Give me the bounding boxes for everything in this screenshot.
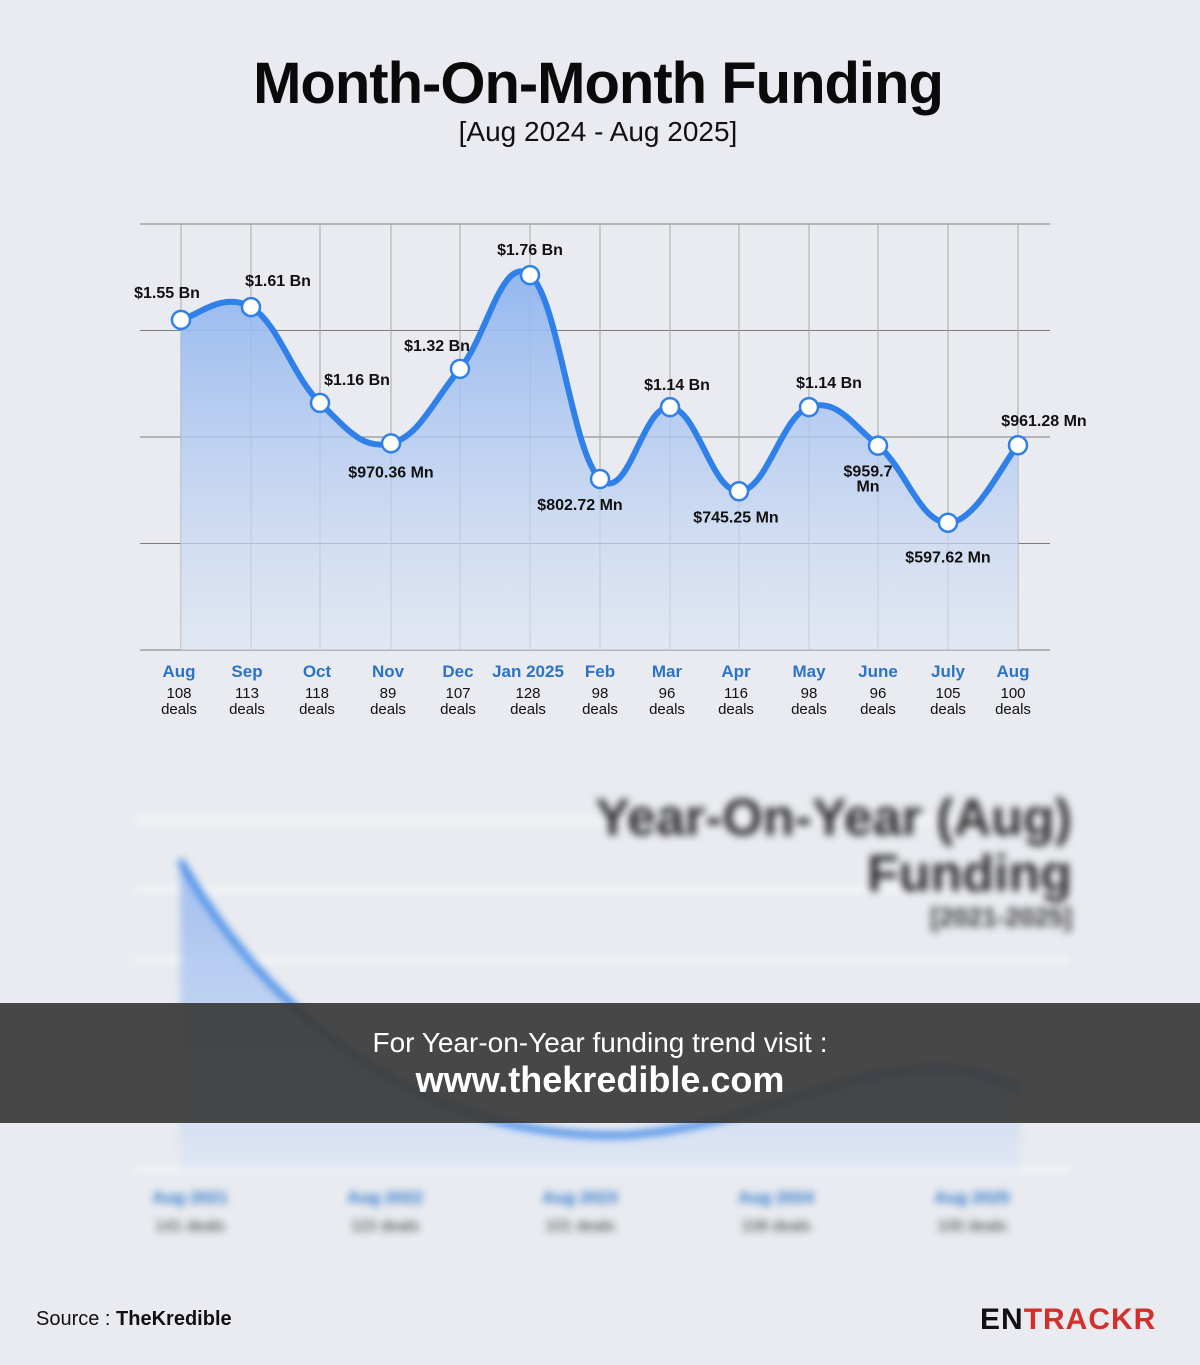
x-tick-label: Mar — [652, 662, 683, 681]
x-tick-label: Apr — [721, 662, 751, 681]
deal-unit-label: deals — [718, 701, 754, 718]
value-label: Mn — [856, 479, 879, 496]
x-tick-label: Jan 2025 — [492, 662, 564, 681]
yoy-deals: 141 deals — [155, 1218, 225, 1235]
data-point — [519, 264, 541, 286]
x-tick-label: May — [792, 662, 826, 681]
data-point — [449, 358, 471, 380]
deal-unit-label: deals — [582, 701, 618, 718]
value-label: $1.14 Bn — [644, 377, 710, 394]
deal-count-label: 116 — [724, 685, 748, 702]
x-tick-label: July — [931, 662, 966, 681]
value-label: $745.25 Mn — [693, 509, 778, 526]
value-label: $1.76 Bn — [497, 242, 563, 259]
yoy-x-label: Aug 2024 — [738, 1188, 814, 1207]
yoy-x-label: Aug 2022 — [347, 1188, 423, 1207]
deal-count-label: 107 — [445, 685, 470, 702]
yoy-deals: 101 deals — [545, 1218, 615, 1235]
series-area — [181, 271, 1018, 650]
value-label: $597.62 Mn — [905, 550, 990, 567]
source-label: Source : — [36, 1308, 117, 1330]
data-point — [380, 433, 402, 454]
value-label: $802.72 Mn — [537, 497, 622, 514]
deal-count-label: 96 — [659, 685, 676, 702]
deal-unit-label: deals — [791, 701, 827, 718]
data-point — [728, 481, 750, 502]
deal-count-label: 96 — [870, 685, 887, 702]
deal-count-label: 118 — [305, 685, 329, 702]
value-label: $1.61 Bn — [245, 273, 311, 290]
data-point — [867, 435, 889, 456]
value-label: $961.28 Mn — [1001, 413, 1086, 430]
x-tick-label: Aug — [996, 662, 1029, 681]
banner-text: For Year-on-Year funding trend visit : — [372, 1027, 828, 1058]
data-point — [240, 296, 262, 318]
deal-count-label: 113 — [235, 685, 259, 702]
x-tick-label: Nov — [372, 662, 405, 681]
chart-title: Month-On-Month Funding — [253, 51, 944, 116]
yoy-deals: 115 deals — [350, 1218, 420, 1235]
data-point — [170, 309, 192, 331]
deal-count-label: 98 — [592, 685, 609, 702]
funding-line-chart: $1.55 Bn $1.61 Bn $1.16 Bn $970.36 Mn $1.32 … — [134, 223, 1087, 718]
data-point — [1007, 434, 1029, 456]
banner-link[interactable]: www.thekredible.com — [415, 1059, 785, 1100]
source-name: TheKredible — [116, 1308, 232, 1330]
x-tick-label: June — [858, 662, 898, 681]
deal-unit-label: deals — [995, 701, 1031, 718]
deal-count-label: 89 — [380, 685, 397, 702]
deal-unit-label: deals — [510, 701, 546, 718]
deal-count-label: 100 — [1000, 685, 1025, 702]
deal-count-label: 105 — [935, 685, 960, 702]
data-point — [309, 392, 331, 414]
x-tick-label: Oct — [303, 662, 332, 681]
value-label: $959.7 — [844, 464, 893, 481]
x-tick-label: Sep — [231, 662, 262, 681]
x-tick-label: Dec — [442, 662, 473, 681]
value-label: $1.32 Bn — [404, 338, 470, 355]
x-tick-label: Aug — [162, 662, 195, 681]
yoy-title: Year-On-Year (Aug) Funding — [595, 789, 1072, 903]
yoy-x-label: Aug 2025 — [934, 1188, 1010, 1207]
deal-unit-label: deals — [229, 701, 265, 718]
data-point — [589, 468, 611, 490]
deal-unit-label: deals — [299, 701, 335, 718]
entrackr-logo: ENTRACKR — [980, 1303, 1157, 1336]
source-credit: Source : TheKredible — [36, 1308, 232, 1331]
deal-unit-label: deals — [161, 701, 197, 718]
data-point — [937, 512, 959, 533]
deal-unit-label: deals — [649, 701, 685, 718]
data-point — [659, 396, 681, 418]
value-label: $1.16 Bn — [324, 372, 390, 389]
yoy-subtitle: [2021-2025] — [930, 902, 1072, 932]
deal-unit-label: deals — [440, 701, 476, 718]
yoy-deals: 100 deals — [937, 1218, 1007, 1235]
value-label: $1.55 Bn — [134, 285, 200, 302]
x-tick-label: Feb — [585, 662, 615, 681]
chart-subtitle: [Aug 2024 - Aug 2025] — [458, 116, 738, 147]
promo-banner: For Year-on-Year funding trend visit : w… — [0, 1003, 1200, 1123]
deal-count-label: 108 — [166, 685, 191, 702]
yoy-deals: 108 deals — [741, 1218, 811, 1235]
deal-count-label: 128 — [515, 685, 540, 702]
data-point — [798, 396, 820, 418]
deal-unit-label: deals — [370, 701, 406, 718]
value-label: $1.14 Bn — [796, 375, 862, 392]
deal-unit-label: deals — [930, 701, 966, 718]
value-label: $970.36 Mn — [348, 464, 433, 481]
deal-unit-label: deals — [860, 701, 896, 718]
deal-count-label: 98 — [801, 685, 818, 702]
yoy-x-label: Aug 2023 — [542, 1188, 618, 1207]
yoy-x-label: Aug 2021 — [152, 1188, 228, 1207]
